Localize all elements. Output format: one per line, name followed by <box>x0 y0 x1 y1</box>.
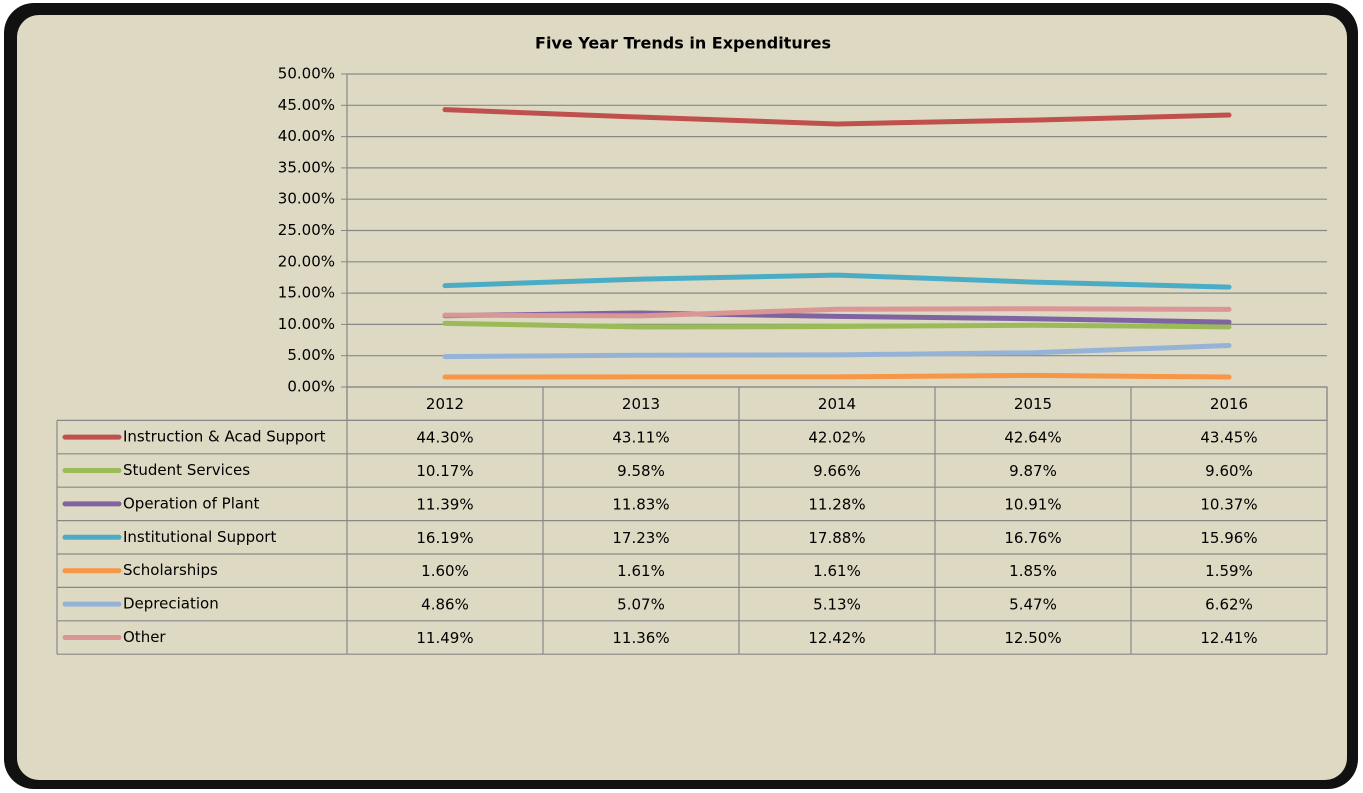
y-tick-label: 5.00% <box>287 346 335 364</box>
x-tick-label: 2016 <box>1210 395 1248 413</box>
table-cell: 1.61% <box>617 562 665 580</box>
table-cell: 15.96% <box>1200 529 1257 547</box>
table-cell: 16.19% <box>416 529 473 547</box>
y-tick-label: 30.00% <box>278 190 335 208</box>
table-cell: 44.30% <box>416 429 473 447</box>
x-tick-label: 2013 <box>622 395 660 413</box>
table-cell: 4.86% <box>421 596 469 614</box>
table-cell: 11.28% <box>808 495 865 513</box>
y-tick-label: 20.00% <box>278 252 335 270</box>
table-cell: 12.41% <box>1200 629 1257 647</box>
x-tick-label: 2015 <box>1014 395 1052 413</box>
y-tick-label: 40.00% <box>278 127 335 145</box>
table-cell: 42.02% <box>808 429 865 447</box>
table-cell: 11.36% <box>612 629 669 647</box>
table-cell: 43.45% <box>1200 429 1257 447</box>
table-cell: 12.50% <box>1004 629 1061 647</box>
y-tick-label: 15.00% <box>278 284 335 302</box>
x-tick-label: 2014 <box>818 395 856 413</box>
legend-label: Depreciation <box>123 595 219 613</box>
y-tick-label: 0.00% <box>287 378 335 396</box>
table-cell: 5.47% <box>1009 596 1057 614</box>
y-tick-label: 45.00% <box>278 96 335 114</box>
series-line <box>442 272 1232 290</box>
table-cell: 5.07% <box>617 596 665 614</box>
table-cell: 1.61% <box>813 562 861 580</box>
table-cell: 17.88% <box>808 529 865 547</box>
table-cell: 12.42% <box>808 629 865 647</box>
table-cell: 11.83% <box>612 495 669 513</box>
table-cell: 9.60% <box>1205 462 1253 480</box>
legend-label: Scholarships <box>123 561 218 579</box>
table-cell: 9.87% <box>1009 462 1057 480</box>
table-cell: 10.37% <box>1200 495 1257 513</box>
table-cell: 1.59% <box>1205 562 1253 580</box>
series-line <box>442 372 1232 380</box>
legend-label: Operation of Plant <box>123 494 260 512</box>
table-cell: 9.58% <box>617 462 665 480</box>
y-tick-label: 50.00% <box>278 65 335 83</box>
legend-label: Other <box>123 628 166 646</box>
series-line <box>442 107 1232 127</box>
table-cell: 10.91% <box>1004 495 1061 513</box>
chart-title: Five Year Trends in Expenditures <box>535 34 831 53</box>
background <box>17 15 1347 780</box>
series-line <box>442 343 1232 360</box>
legend-label: Student Services <box>123 461 250 479</box>
legend-label: Institutional Support <box>123 528 276 546</box>
table-cell: 1.60% <box>421 562 469 580</box>
table-cell: 6.62% <box>1205 596 1253 614</box>
table-cell: 11.39% <box>416 495 473 513</box>
table-cell: 17.23% <box>612 529 669 547</box>
x-tick-label: 2012 <box>426 395 464 413</box>
y-tick-label: 10.00% <box>278 315 335 333</box>
series-line <box>442 320 1232 330</box>
y-tick-label: 35.00% <box>278 158 335 176</box>
table-cell: 5.13% <box>813 596 861 614</box>
series-line <box>442 306 1232 319</box>
legend-label: Instruction & Acad Support <box>123 428 326 446</box>
table-cell: 16.76% <box>1004 529 1061 547</box>
table-cell: 42.64% <box>1004 429 1061 447</box>
table-cell: 1.85% <box>1009 562 1057 580</box>
table-cell: 43.11% <box>612 429 669 447</box>
table-cell: 9.66% <box>813 462 861 480</box>
y-tick-label: 25.00% <box>278 221 335 239</box>
table-cell: 10.17% <box>416 462 473 480</box>
table-cell: 11.49% <box>416 629 473 647</box>
